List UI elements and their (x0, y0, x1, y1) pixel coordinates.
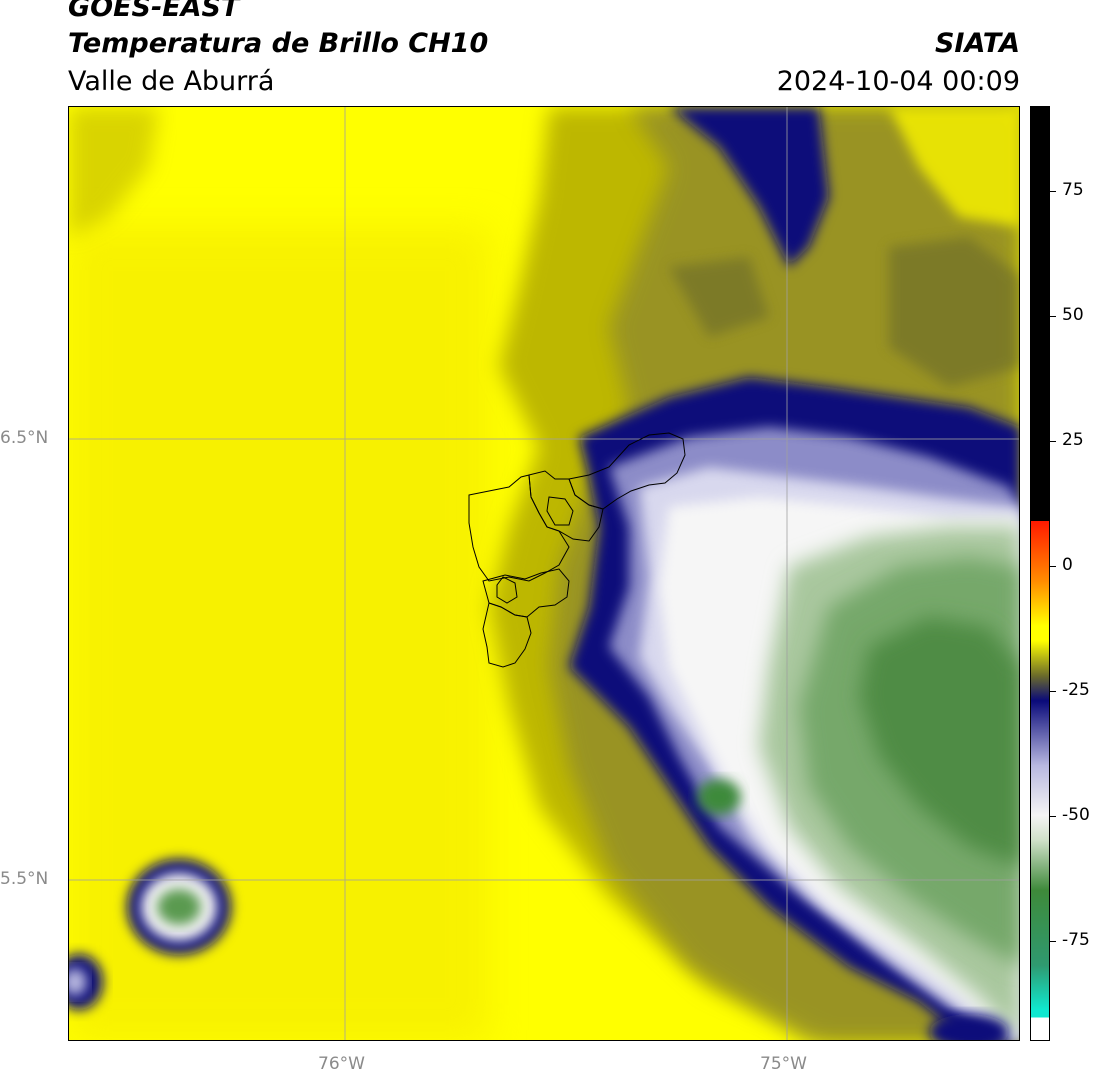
brightness-temperature-map[interactable] (68, 106, 1020, 1041)
edge-cell-left-core (69, 968, 87, 996)
colorbar-tick (1050, 316, 1056, 317)
x-tick-label-75w: 75°W (760, 1054, 807, 1074)
colorbar-tick (1050, 941, 1056, 942)
colorbar-tick (1050, 816, 1056, 817)
colorbar-tick-label: 75 (1062, 180, 1084, 200)
y-tick-label-6-5n: 6.5°N (0, 428, 49, 448)
colorbar-tick (1050, 191, 1056, 192)
colorbar-tick-label: -50 (1062, 805, 1090, 825)
green-cold-tops-core (859, 617, 1019, 867)
organization-label: SIATA (934, 28, 1020, 59)
municipality-boundary-center (468, 474, 570, 582)
municipality-boundary-south-b (482, 602, 532, 668)
colorbar-tick (1050, 441, 1056, 442)
product-title: Temperatura de Brillo CH10 (68, 28, 489, 59)
colorbar-tick (1050, 566, 1056, 567)
map-canvas (69, 107, 1019, 1040)
gridlines (69, 107, 1019, 1040)
colorbar-tick-label: 50 (1062, 305, 1084, 325)
timestamp-label: 2024-10-04 00:09 (776, 66, 1020, 97)
municipality-boundary-inner-b (496, 576, 518, 604)
yellow-upper-strip (889, 107, 1019, 227)
colorbar-tick-label: 0 (1062, 555, 1073, 575)
navy-north-plume (669, 107, 829, 267)
edge-cell-bottom-navy (929, 1014, 1009, 1040)
colorbar (1030, 106, 1050, 1041)
region-label: Valle de Aburrá (68, 66, 275, 97)
small-cell-green (157, 889, 201, 925)
green-small-cell (697, 779, 741, 815)
x-tick-label-76w: 76°W (318, 1054, 365, 1074)
colorbar-tick (1050, 691, 1056, 692)
olive-dark-patches (669, 237, 1019, 387)
colorbar-tick-label: 25 (1062, 430, 1084, 450)
y-tick-label-5-5n: 5.5°N (0, 869, 49, 889)
municipality-boundary-inner-a (546, 496, 574, 526)
colorbar-tick-label: -75 (1062, 930, 1090, 950)
upper-left-olive-patch (69, 107, 159, 237)
colorbar-tick-label: -25 (1062, 680, 1090, 700)
satellite-title: GOES-EAST (68, 0, 240, 23)
municipality-boundaries (468, 432, 686, 668)
